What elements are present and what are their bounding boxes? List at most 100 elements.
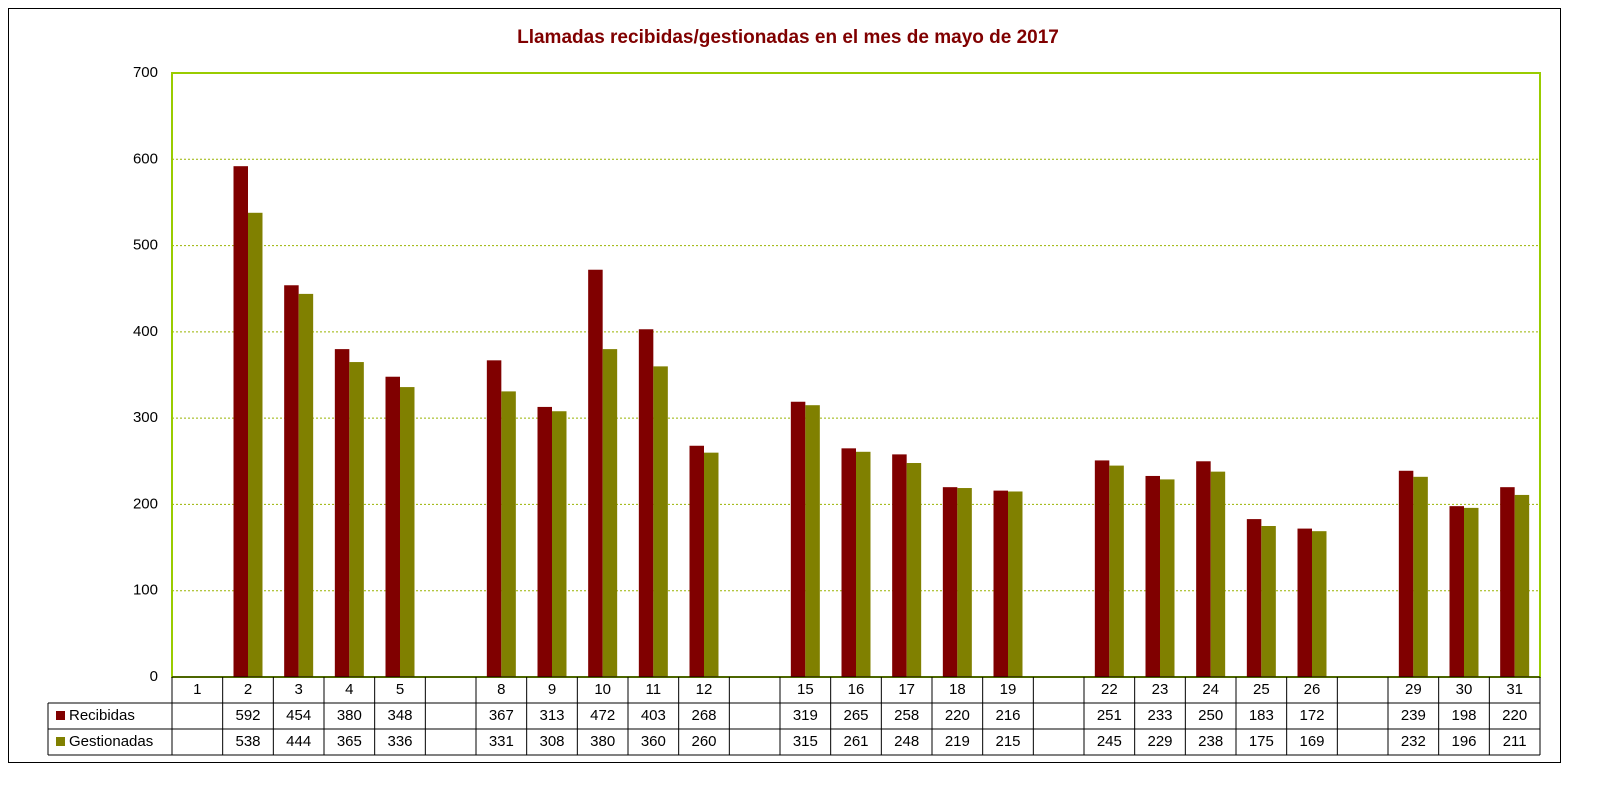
bar [385,376,400,677]
table-value: 215 [995,733,1020,750]
bar [1500,487,1515,677]
x-tick-label: 30 [1456,681,1473,698]
legend-label: Gestionadas [69,733,153,750]
x-tick-label: 23 [1152,681,1169,698]
x-tick-label: 18 [949,681,966,698]
x-tick-label: 26 [1304,681,1321,698]
table-value: 308 [539,733,564,750]
table-value: 248 [894,733,919,750]
y-tick-label: 500 [133,237,158,254]
table-value: 268 [691,707,716,724]
bar [400,387,415,677]
bar [856,451,871,677]
bar [942,487,958,677]
table-value: 183 [1249,707,1274,724]
chart-title: Llamadas recibidas/gestionadas en el mes… [517,27,1059,48]
y-tick-label: 600 [133,150,158,167]
table-value: 175 [1249,733,1274,750]
table-value: 220 [945,707,970,724]
bar [349,362,364,677]
table-value: 238 [1198,733,1223,750]
y-tick-label: 0 [150,668,158,685]
x-tick-label: 25 [1253,681,1270,698]
table-value: 198 [1451,707,1476,724]
bar [602,349,618,677]
table-value: 219 [945,733,970,750]
x-tick-label: 15 [797,681,814,698]
bar [248,212,263,678]
table-value: 261 [843,733,868,750]
bar [1449,506,1464,677]
bar [638,329,654,677]
table-value: 336 [387,733,412,750]
bar [1246,519,1262,677]
table-value: 245 [1097,733,1122,750]
table-value: 239 [1401,707,1426,724]
x-tick-label: 29 [1405,681,1422,698]
table-value: 265 [843,707,868,724]
table-value: 232 [1401,733,1426,750]
bar [689,445,704,677]
x-tick-label: 2 [244,681,252,698]
bar [1094,460,1110,677]
table-value: 538 [235,733,260,750]
x-tick-label: 22 [1101,681,1118,698]
x-tick-label: 3 [294,681,302,698]
bar [1464,507,1479,677]
bar [704,452,719,677]
bar [1297,528,1312,677]
x-tick-label: 8 [497,681,505,698]
table-value: 454 [286,707,311,724]
table-value: 233 [1147,707,1172,724]
table-value: 251 [1097,707,1122,724]
x-tick-label: 5 [396,681,404,698]
bar [1109,465,1124,677]
y-tick-label: 300 [133,409,158,426]
table-value: 211 [1503,733,1527,750]
bar [1145,475,1160,677]
bar [501,391,516,677]
x-tick-label: 11 [646,681,662,698]
bar [1413,476,1428,677]
legend-label: Recibidas [69,707,135,724]
bar [1210,471,1226,677]
x-tick-label: 17 [898,681,915,698]
bar [906,463,922,677]
bar [993,490,1008,677]
table-value: 260 [691,733,716,750]
x-tick-label: 31 [1506,681,1523,698]
table-value: 331 [489,733,514,750]
bar [957,488,972,677]
x-tick-label: 9 [548,681,556,698]
table-value: 313 [539,707,564,724]
x-tick-label: 10 [594,681,611,698]
table-value: 216 [995,707,1020,724]
bar [1008,491,1023,677]
table-value: 592 [235,707,260,724]
x-tick-label: 16 [848,681,865,698]
bar [1514,494,1530,677]
x-tick-label: 1 [193,681,201,698]
legend-swatch [56,737,65,746]
bar [552,411,567,677]
x-tick-label: 24 [1202,681,1219,698]
table-value: 250 [1198,707,1223,724]
table-value: 403 [641,707,666,724]
bar [841,448,856,677]
table-value: 169 [1299,733,1324,750]
bar [1196,461,1211,677]
bar [334,349,350,677]
table-value: 220 [1502,707,1527,724]
bar [653,366,668,677]
bar [486,360,502,677]
table-value: 172 [1299,707,1324,724]
table-value: 315 [793,733,818,750]
bar [1398,470,1414,677]
legend-swatch [56,711,65,720]
bar [298,293,314,677]
table-value: 258 [894,707,919,724]
bar [1261,526,1276,677]
x-tick-label: 19 [1000,681,1017,698]
y-tick-label: 100 [133,582,158,599]
bar [233,166,248,677]
